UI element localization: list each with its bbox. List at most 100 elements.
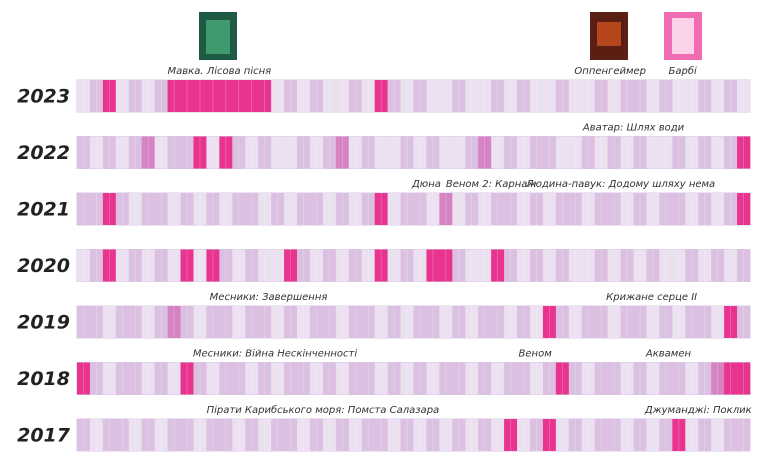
cell bbox=[245, 249, 259, 282]
cell bbox=[452, 80, 466, 112]
cell bbox=[245, 362, 259, 395]
cell bbox=[620, 306, 634, 338]
cell bbox=[128, 249, 143, 282]
cell bbox=[529, 249, 544, 282]
cell bbox=[206, 362, 220, 395]
cell bbox=[465, 136, 479, 169]
cell bbox=[413, 136, 427, 169]
cell bbox=[555, 419, 570, 451]
cell bbox=[491, 80, 505, 112]
cell bbox=[542, 80, 557, 112]
cell bbox=[439, 249, 453, 282]
cell bbox=[555, 249, 570, 282]
cell bbox=[309, 306, 324, 338]
cell bbox=[193, 136, 207, 169]
cell bbox=[284, 136, 298, 169]
cell bbox=[698, 306, 712, 338]
cell bbox=[297, 362, 311, 395]
cell bbox=[374, 362, 388, 395]
cell bbox=[115, 306, 130, 338]
cell bbox=[607, 80, 621, 112]
cell bbox=[504, 249, 518, 282]
cell bbox=[594, 136, 608, 169]
film-label: Барбі bbox=[669, 65, 698, 77]
cell bbox=[400, 80, 414, 112]
cell bbox=[361, 362, 375, 395]
cell bbox=[180, 306, 194, 338]
cell bbox=[724, 80, 738, 112]
cell bbox=[115, 193, 130, 225]
cell bbox=[297, 80, 311, 112]
cell bbox=[387, 80, 401, 112]
cell bbox=[452, 362, 466, 395]
cell bbox=[361, 136, 375, 169]
cell bbox=[271, 419, 285, 451]
cell bbox=[102, 362, 117, 395]
film-label: Аватар: Шлях води bbox=[582, 123, 685, 134]
cell bbox=[348, 136, 363, 169]
cell bbox=[154, 306, 168, 338]
cell bbox=[193, 419, 207, 451]
cell bbox=[413, 249, 427, 282]
cell bbox=[698, 193, 712, 225]
cell bbox=[646, 362, 660, 395]
cell bbox=[180, 193, 194, 225]
cell bbox=[400, 193, 414, 225]
cell bbox=[193, 249, 207, 282]
cell bbox=[219, 419, 233, 451]
cell bbox=[348, 419, 363, 451]
cell bbox=[646, 80, 660, 112]
cell bbox=[206, 80, 220, 112]
cell bbox=[102, 419, 117, 451]
cell bbox=[517, 193, 531, 225]
cell bbox=[400, 249, 414, 282]
cell bbox=[594, 80, 608, 112]
cell bbox=[271, 249, 285, 282]
film-label: Веном bbox=[519, 349, 553, 360]
cell bbox=[465, 362, 479, 395]
cell bbox=[478, 362, 492, 395]
cell bbox=[77, 80, 91, 112]
cell bbox=[426, 419, 440, 451]
cell bbox=[219, 249, 233, 282]
cell bbox=[193, 306, 207, 338]
cell bbox=[478, 136, 492, 169]
cell bbox=[491, 136, 505, 169]
year-label: 2018 bbox=[17, 368, 70, 390]
cell bbox=[232, 419, 246, 451]
cell bbox=[529, 419, 544, 451]
cell bbox=[465, 193, 479, 225]
cell bbox=[387, 362, 401, 395]
cell bbox=[232, 362, 246, 395]
cell bbox=[568, 362, 583, 395]
cell bbox=[491, 306, 505, 338]
cell bbox=[504, 80, 518, 112]
cell bbox=[529, 80, 544, 112]
cell bbox=[180, 419, 194, 451]
cell bbox=[180, 362, 194, 395]
cell bbox=[529, 306, 544, 338]
cell bbox=[737, 419, 751, 451]
cell bbox=[128, 306, 143, 338]
cell bbox=[568, 306, 583, 338]
cell bbox=[400, 362, 414, 395]
film-label: Оппенгеймер bbox=[574, 66, 646, 77]
cell bbox=[620, 249, 634, 282]
cell bbox=[413, 80, 427, 112]
cell bbox=[206, 306, 220, 338]
cell bbox=[659, 249, 673, 282]
cell bbox=[568, 419, 583, 451]
year-label: 2017 bbox=[17, 425, 71, 447]
cell bbox=[633, 249, 647, 282]
cell bbox=[102, 249, 117, 282]
cell bbox=[517, 362, 531, 395]
cell bbox=[465, 419, 479, 451]
cell bbox=[737, 306, 751, 338]
cell bbox=[620, 419, 634, 451]
cell bbox=[219, 362, 233, 395]
cell bbox=[361, 419, 375, 451]
cell bbox=[167, 419, 181, 451]
cell bbox=[607, 136, 621, 169]
cell bbox=[128, 419, 143, 451]
cell bbox=[659, 193, 673, 225]
